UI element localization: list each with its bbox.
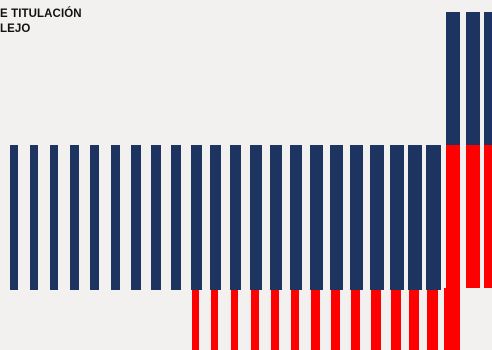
navy-stripe	[50, 145, 58, 290]
red-stripe	[271, 290, 279, 350]
navy-stripe	[390, 145, 404, 290]
red-stripe	[251, 290, 259, 350]
red-stripe	[371, 290, 381, 350]
red-stripe	[291, 290, 299, 350]
red-stripe	[211, 290, 218, 350]
red-stripe	[427, 290, 438, 350]
tall-red-stripe	[446, 145, 460, 288]
navy-stripe	[250, 145, 262, 290]
navy-stripe	[230, 145, 241, 290]
navy-stripe	[408, 145, 422, 290]
navy-stripe	[270, 145, 282, 290]
red-stripe	[391, 290, 401, 350]
navy-stripe	[426, 145, 441, 290]
navy-stripe	[171, 145, 181, 290]
navy-stripe	[70, 145, 79, 290]
tall-navy-stripe	[484, 12, 492, 145]
navy-stripe	[111, 145, 120, 290]
red-stripe	[444, 288, 460, 350]
red-stripe	[409, 290, 419, 350]
navy-stripe	[210, 145, 221, 290]
red-stripe	[192, 290, 199, 350]
navy-stripe	[90, 145, 99, 290]
tall-navy-stripe	[446, 12, 460, 145]
navy-stripe	[151, 145, 161, 290]
tall-red-stripe	[484, 145, 492, 288]
navy-stripe	[370, 145, 384, 290]
page-heading: E TITULACIÓN LEJO	[0, 7, 82, 37]
heading-line-2: LEJO	[0, 23, 31, 35]
navy-stripe	[310, 145, 323, 290]
heading-line-1: E TITULACIÓN	[0, 8, 82, 20]
red-stripe	[331, 290, 340, 350]
red-stripe	[231, 290, 238, 350]
red-stripe	[351, 290, 360, 350]
navy-stripe	[350, 145, 363, 290]
navy-stripe	[131, 145, 141, 290]
tall-red-stripe	[466, 145, 480, 288]
tall-navy-stripe	[466, 12, 480, 145]
red-stripe	[311, 290, 320, 350]
navy-stripe	[330, 145, 343, 290]
navy-stripe	[30, 145, 38, 290]
navy-stripe	[10, 145, 18, 290]
navy-stripe	[191, 145, 202, 290]
navy-stripe	[290, 145, 302, 290]
